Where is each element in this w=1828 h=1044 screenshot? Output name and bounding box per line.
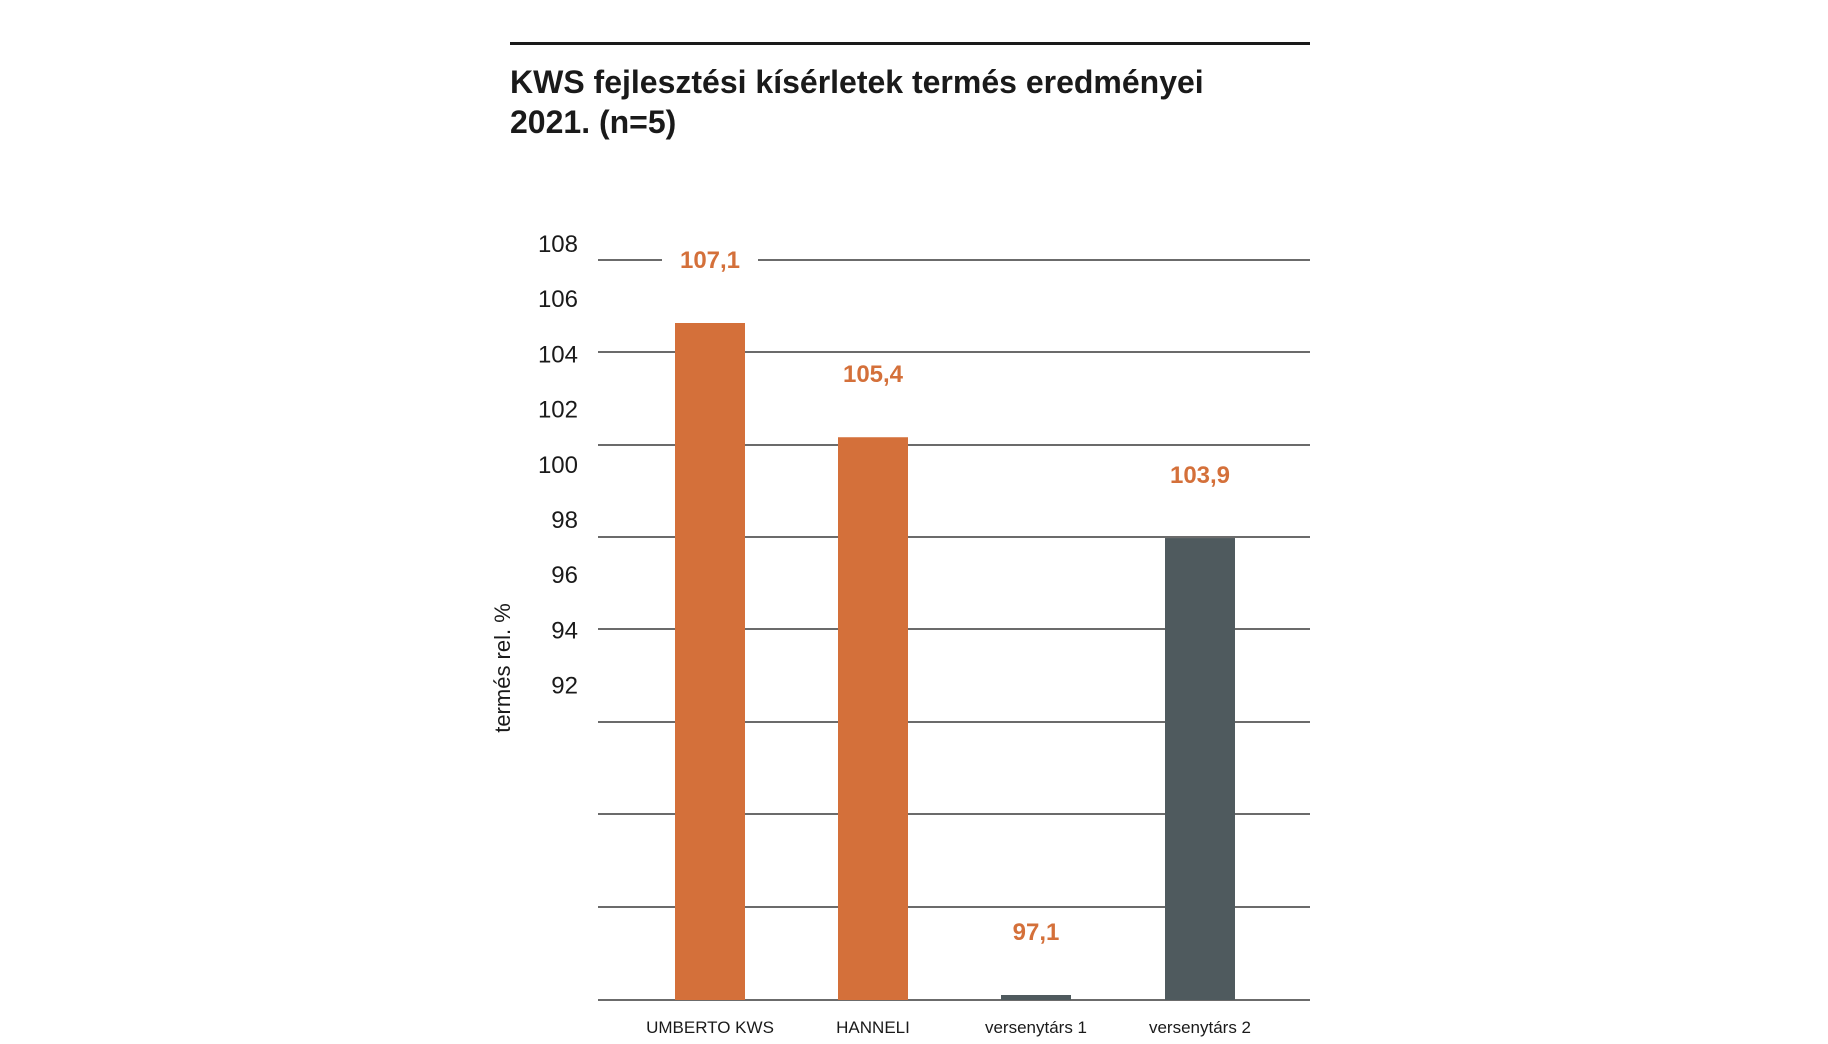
value-label-bg xyxy=(988,912,1084,952)
y-tick-labels: 108 106 104 102 100 98 96 94 92 xyxy=(538,231,578,700)
value-label: 103,9 xyxy=(1170,462,1230,489)
category-label: versenytárs 2 xyxy=(1149,1018,1251,1037)
category-labels: UMBERTO KWS HANNELI versenytárs 1 versenytá… xyxy=(646,1018,1251,1037)
bar xyxy=(1165,538,1235,1000)
chart-title: KWS fejlesztési kísérletek termés eredmé… xyxy=(510,62,1330,142)
bar xyxy=(838,437,908,1000)
value-label: 97,1 xyxy=(1013,919,1060,946)
y-tick-label: 98 xyxy=(551,507,578,534)
title-rule xyxy=(510,42,1310,45)
y-tick-label: 100 xyxy=(538,452,578,479)
y-tick-label: 108 xyxy=(538,231,578,258)
category-label: UMBERTO KWS xyxy=(646,1018,774,1037)
y-tick-label: 104 xyxy=(538,341,578,368)
value-labels: 107,1 105,4 97,1 103,9 xyxy=(662,240,1248,952)
y-tick-label: 106 xyxy=(538,286,578,313)
y-tick-label: 102 xyxy=(538,397,578,424)
value-label-bg xyxy=(825,354,921,395)
category-label: HANNELI xyxy=(836,1018,910,1037)
value-label-bg xyxy=(662,240,758,280)
value-label-bg xyxy=(1152,455,1248,496)
y-tick-label: 94 xyxy=(551,617,578,644)
y-tick-label: 92 xyxy=(551,673,578,700)
value-label: 105,4 xyxy=(843,361,904,388)
bar xyxy=(1001,995,1071,1000)
chart-title-line-1: KWS fejlesztési kísérletek termés eredmé… xyxy=(510,64,1204,100)
value-label: 107,1 xyxy=(680,247,740,274)
y-tick-label: 96 xyxy=(551,562,578,589)
y-axis-label: termés rel. % xyxy=(490,603,515,733)
bar xyxy=(675,323,745,1000)
chart-title-line-2: 2021. (n=5) xyxy=(510,104,677,140)
bars xyxy=(675,323,1235,1000)
category-label: versenytárs 1 xyxy=(985,1018,1087,1037)
